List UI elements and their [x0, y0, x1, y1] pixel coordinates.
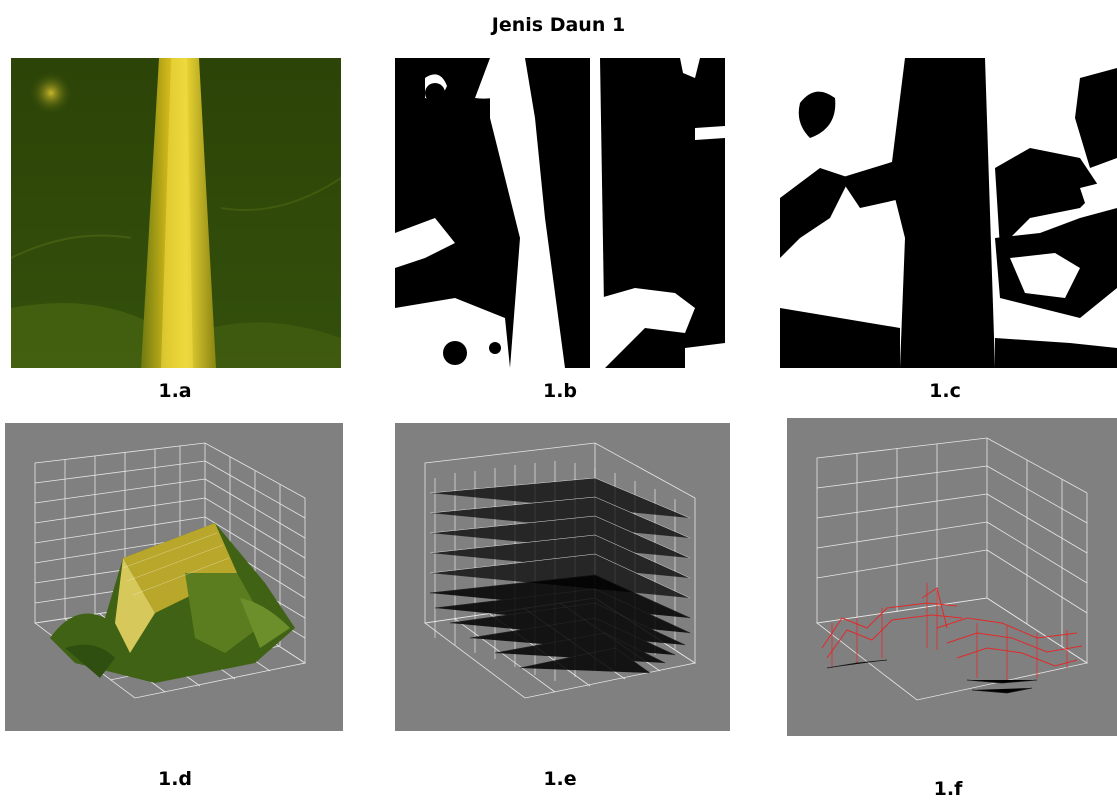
binary-mask-panel-1c	[780, 58, 1117, 368]
binary-mask-image-1b	[395, 58, 725, 368]
panel-label-1f: 1.f	[933, 778, 963, 800]
mesh-plot-panel-1f	[787, 418, 1117, 736]
surface-plot-image-1d	[5, 423, 343, 731]
panel-label-1b: 1.b	[542, 380, 578, 402]
panel-label-1e: 1.e	[543, 768, 577, 790]
mesh-plot-image-1f	[787, 418, 1117, 736]
surface-plot-panel-1d	[5, 423, 343, 731]
panel-label-1c: 1.c	[929, 380, 961, 402]
mesh-plot-panel-1e	[395, 423, 730, 731]
figure-title: Jenis Daun 1	[491, 14, 626, 36]
binary-mask-panel-1b	[395, 58, 725, 368]
leaf-photo-panel	[11, 58, 341, 368]
leaf-photo-image	[11, 58, 341, 368]
binary-mask-image-1c	[780, 58, 1117, 368]
mesh-plot-image-1e	[395, 423, 730, 731]
panel-label-1d: 1.d	[157, 768, 193, 790]
panel-label-1a: 1.a	[158, 380, 192, 402]
